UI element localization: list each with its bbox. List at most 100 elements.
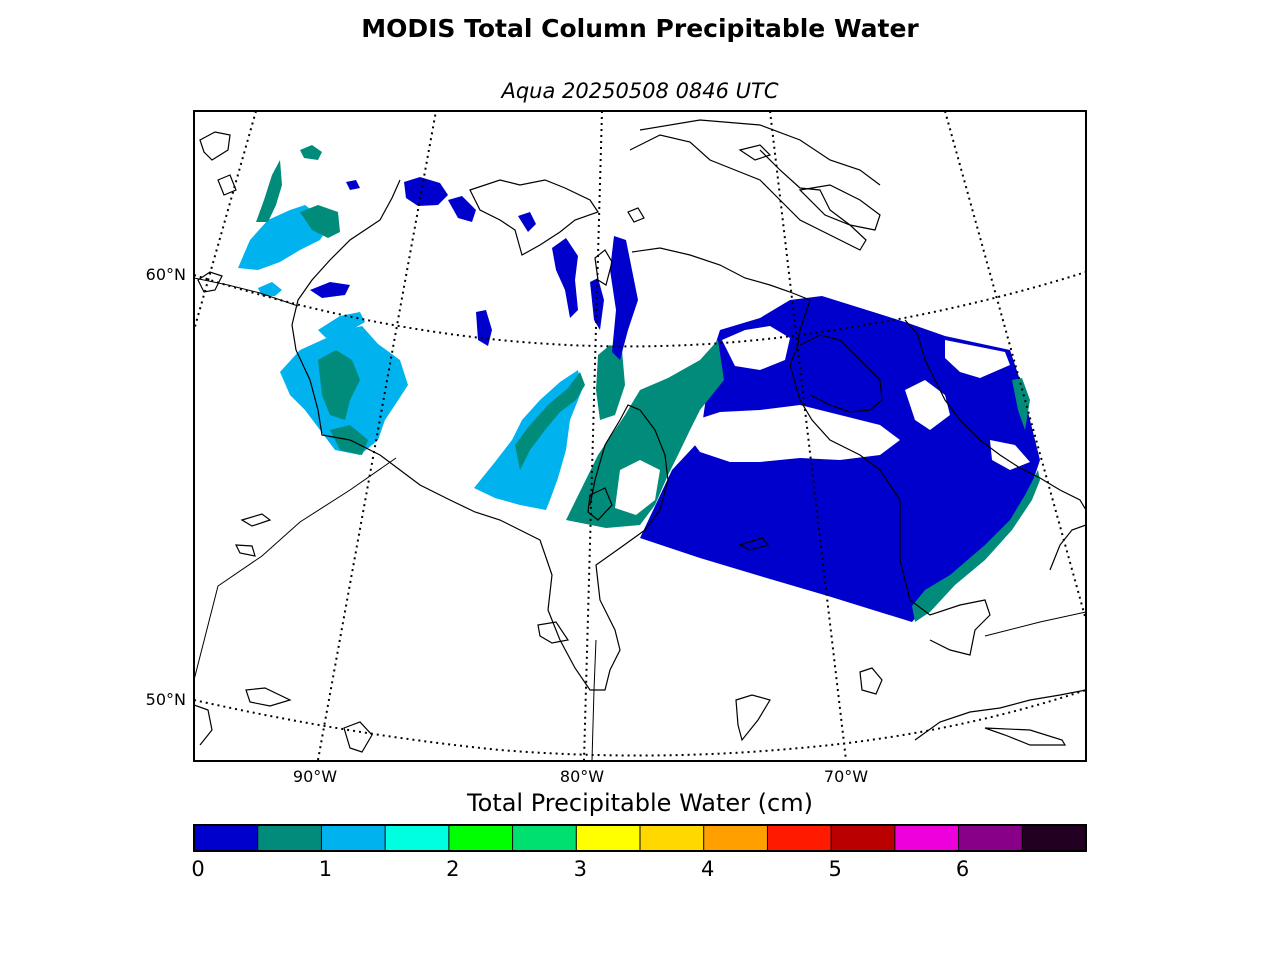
coastline-labrador (904, 319, 1086, 511)
lon-label-90w: 90°W (293, 767, 337, 786)
colorbar-segment (385, 825, 450, 851)
colorbar-segment (257, 825, 322, 851)
lon-label-80w: 80°W (560, 767, 604, 786)
colorbar-tick-label: 2 (446, 857, 459, 881)
graticule-lon-60 (944, 111, 1086, 621)
colorbar-tick-label: 3 (574, 857, 587, 881)
colorbar-segment (958, 825, 1023, 851)
pw-swath-northwest-teal-2 (300, 205, 340, 238)
boundary-manitoba-ontario (194, 457, 397, 681)
coastline-hudson-bay (291, 179, 669, 691)
pw-cloud-gap-upper (722, 326, 790, 370)
coastline-baffin-islets (738, 144, 772, 161)
lat-label-50: 50°N (146, 690, 186, 709)
pw-patch-north-4 (610, 236, 638, 360)
coastline-east-coast (1049, 524, 1086, 571)
pw-swath-northwest-teal-3 (300, 145, 322, 160)
coastline-lake-superior (194, 704, 213, 746)
colorbar-segment (512, 825, 577, 851)
colorbar-segment (831, 825, 896, 851)
coastline-coats-island (594, 249, 613, 286)
coastline-small-island (627, 207, 645, 223)
pw-patch-north-2 (448, 196, 476, 222)
coastline-northwest-islands-2 (217, 174, 237, 196)
coastline-gulf-st-lawrence (914, 689, 1086, 741)
lon-label-70w: 70°W (824, 767, 868, 786)
figure-title: MODIS Total Column Precipitable Water (361, 14, 919, 43)
graticule-lat-60 (194, 271, 1086, 348)
coastline-lake-nw-2 (234, 544, 256, 557)
colorbar-tick-label: 5 (828, 857, 841, 881)
colorbar-segment (321, 825, 386, 851)
pw-swath-teal-southeast (912, 470, 1040, 622)
map-frame (193, 110, 1087, 762)
colorbar-tick-label: 4 (701, 857, 714, 881)
map-area (194, 111, 1086, 761)
coastline-northwest-islands (199, 131, 231, 161)
pw-patch-west-lightblue-2 (318, 312, 365, 338)
boundary-ontario-quebec (591, 639, 597, 761)
colorbar-segment (767, 825, 832, 851)
pw-swath-central-teal (515, 372, 585, 470)
colorbar-segment (703, 825, 768, 851)
pw-swath-northwest-teal (256, 160, 282, 222)
coastline-southampton-island (469, 179, 599, 256)
precipitable-water-layer (238, 145, 1040, 622)
figure-subtitle: Aqua 20250508 0846 UTC (501, 79, 779, 103)
graticule-layer (194, 111, 1086, 761)
graticule-lon-70 (769, 111, 847, 761)
coastline-lake-south (343, 721, 373, 753)
pw-patch-north-1 (404, 177, 448, 206)
colorbar-title: Total Precipitable Water (cm) (466, 789, 813, 817)
boundary-quebec-labrador (984, 611, 1086, 637)
pw-cloud-gap-northeast (905, 380, 950, 430)
colorbar-segment (576, 825, 641, 851)
coastline-lake-nipigon (245, 687, 292, 707)
pw-swath-central-teal-2 (596, 345, 625, 420)
colorbar-tick-label: 1 (319, 857, 332, 881)
coastline-akimiski-island (537, 621, 570, 644)
graticule-lon-80 (583, 111, 603, 761)
coastline-belcher-islands (587, 487, 613, 521)
coastline-baffin-south (629, 134, 867, 251)
pw-patch-north-3 (552, 238, 578, 318)
pw-patch-northwest-lightblue (258, 282, 282, 296)
colorbar-segment (894, 825, 960, 851)
colorbar-ticks: 0 1 2 3 4 5 6 (191, 857, 969, 881)
coastline-ungava-bay (799, 334, 883, 413)
boundary-layer (194, 277, 1086, 761)
coastline-labrador-lake (738, 537, 770, 551)
coastline-lake-nw (240, 513, 272, 527)
pw-cloud-gap-east-2 (990, 440, 1030, 470)
pw-swath-west-teal (318, 350, 360, 420)
colorbar-segment (448, 825, 514, 851)
pw-patch-north-8 (346, 180, 360, 190)
boundary-nunavut-manitoba (194, 277, 299, 307)
graticule-lon-90 (194, 111, 437, 761)
coastline-layer (194, 119, 1086, 753)
colorbar-tick-label: 0 (191, 857, 204, 881)
coastline-ungava-peninsula (631, 247, 991, 656)
colorbar-segment (640, 825, 705, 851)
pw-patch-north-7 (518, 212, 536, 232)
pw-cloud-gap-east (945, 340, 1010, 378)
coastline-lake-mistassini (735, 694, 771, 742)
pw-swath-teal-west (566, 340, 724, 528)
coastline-baffin-north (639, 119, 881, 186)
colorbar-segment (194, 825, 259, 851)
pw-cloud-gap-teal (615, 460, 660, 515)
colorbar-tick-label: 6 (956, 857, 969, 881)
colorbar-segment (1022, 825, 1087, 851)
coastline-manicouagan (859, 667, 883, 695)
pw-swath-teal-east (1012, 378, 1030, 430)
coastline-anticosti (984, 727, 1067, 746)
graticule-lat-50 (194, 689, 1086, 757)
pw-patch-north-5 (476, 310, 492, 346)
colorbar (194, 825, 1087, 851)
pw-patch-north-9 (310, 282, 350, 298)
lat-label-60: 60°N (146, 265, 186, 284)
colorbar-frame (193, 824, 1087, 852)
coastline-baffin-islets-2 (798, 184, 881, 231)
